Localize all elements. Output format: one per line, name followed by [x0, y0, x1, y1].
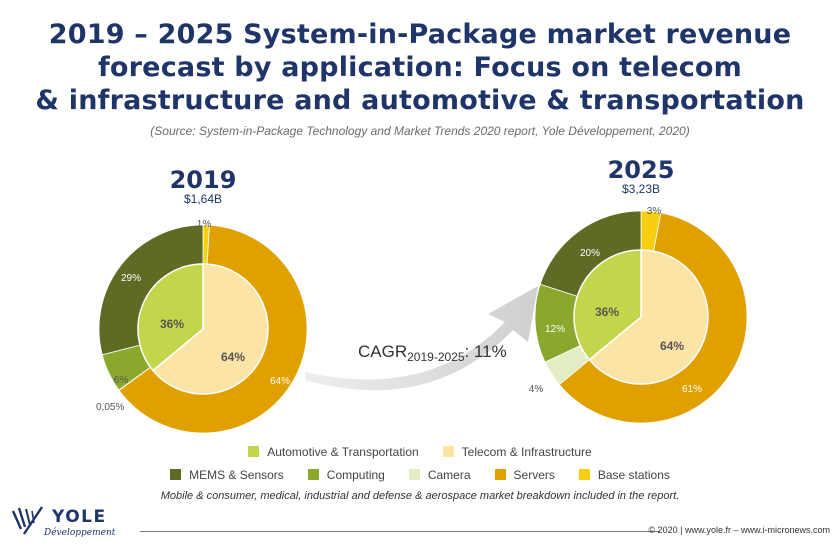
copyright: © 2020 | www.yole.fr – www.i-micronews.c… [648, 525, 830, 535]
donut-charts: 1% 64% 0,05% 6% 29% 64% 36% 2019$1,64B 3% 61% 4% 12… [96, 156, 748, 434]
outer-slice-label: 12% [545, 324, 565, 335]
outer-slice-label: 29% [121, 273, 141, 284]
legend-item: Base stations [578, 468, 670, 482]
legend-label: Camera [427, 468, 471, 482]
legend-label: Base stations [597, 468, 670, 482]
inner-slice [137, 263, 204, 372]
legend-swatch [494, 469, 506, 480]
logo-wordmark: YOLE [52, 507, 107, 527]
legend-row-1: Automotive & Transportation Telecom & Inf… [0, 445, 840, 459]
yole-logo-icon [11, 506, 43, 535]
outer-slice-label: 61% [682, 384, 702, 395]
title-line-3: & infrastructure and automotive & transp… [35, 85, 805, 116]
title-line-2: forecast by application: Focus on teleco… [97, 52, 743, 83]
cagr-prefix: CAGR [358, 342, 407, 361]
legend-item: Computing [307, 468, 385, 482]
legend-label: Computing [326, 468, 385, 482]
outer-slice-label: 64% [270, 376, 290, 387]
source-note: (Source: System-in-Package Technology an… [150, 124, 690, 138]
inner-slice-label: 64% [660, 339, 684, 353]
chart-title: 2019 – 2025 System-in-Package market rev… [0, 18, 840, 117]
chart-total-label: $1,64B [184, 192, 222, 206]
chart-year-label: 2025 [608, 156, 675, 184]
legend-swatch [248, 446, 260, 457]
outer-slice-label: 6% [114, 375, 129, 386]
legend-item: Servers [494, 468, 555, 482]
footnote: Mobile & consumer, medical, industrial a… [160, 490, 680, 502]
outer-slice-label: 3% [647, 206, 662, 217]
inner-slice [573, 249, 642, 361]
inner-slice-label: 64% [221, 350, 245, 364]
outer-slice-label: 1% [197, 219, 212, 230]
legend-item: Automotive & Transportation [248, 445, 419, 459]
legend-swatch [408, 469, 420, 480]
outer-slice-label: 4% [529, 384, 544, 395]
cagr-arrow [305, 286, 538, 391]
legend-row-2: MEMS & Sensors Computing Camera Servers Base… [0, 468, 840, 482]
inner-slice [588, 249, 709, 385]
legend-label: Automotive & Transportation [267, 445, 419, 459]
chart-total-label: $3,23B [622, 182, 660, 196]
cagr-sub: 2019-2025 [407, 350, 465, 364]
outer-slice-label: 0,05% [96, 402, 124, 413]
legend-item: Telecom & Infrastructure [442, 445, 592, 459]
title-line-1: 2019 – 2025 System-in-Package market rev… [48, 19, 792, 50]
logo-subtitle: Développement [44, 528, 116, 538]
legend-swatch [170, 469, 182, 480]
legend-label: Servers [513, 468, 555, 482]
inner-slice [151, 263, 269, 395]
legend-label: MEMS & Sensors [189, 468, 284, 482]
legend-item: Camera [408, 468, 471, 482]
outer-slice-label: 20% [580, 248, 600, 259]
chart-year-label: 2019 [170, 166, 237, 194]
legend-item: MEMS & Sensors [170, 468, 284, 482]
footer-divider [140, 531, 660, 532]
legend-swatch [442, 446, 454, 457]
inner-slice-label: 36% [595, 305, 619, 319]
legend-swatch [578, 469, 590, 480]
legend-label: Telecom & Infrastructure [461, 445, 592, 459]
legend-swatch [307, 469, 319, 480]
cagr-suffix: : 11% [465, 342, 507, 361]
cagr-label: CAGR2019-2025: 11% [358, 342, 507, 364]
inner-slice-label: 36% [160, 317, 184, 331]
